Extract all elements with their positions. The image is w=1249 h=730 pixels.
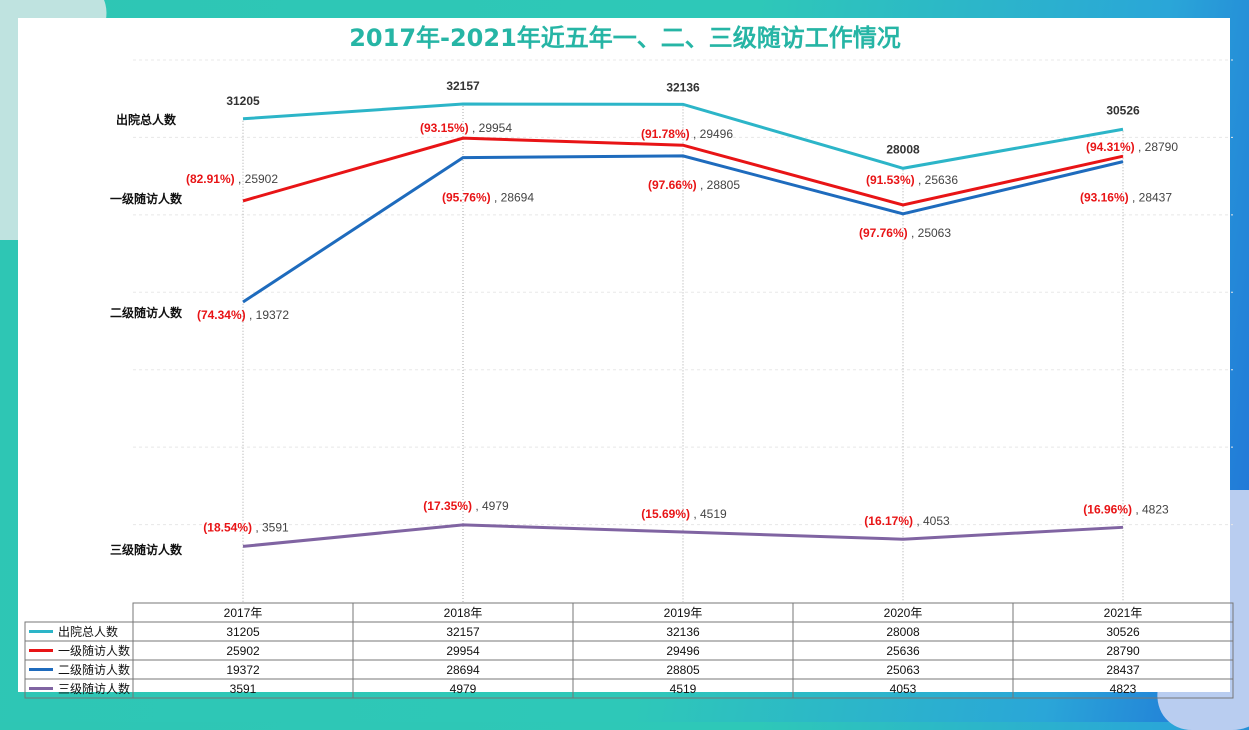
data-label: (93.16%) , 28437 [1080, 191, 1172, 205]
data-label: 32136 [666, 80, 700, 94]
percent-label: (16.17%) [864, 514, 913, 528]
table-cell: 28805 [666, 663, 700, 677]
value-label: , 3591 [252, 520, 289, 534]
table-header-cell: 2017年 [224, 606, 263, 620]
table-cell: 32157 [446, 625, 480, 639]
data-label: (91.78%) , 29496 [641, 127, 733, 141]
value-label: , 4823 [1132, 502, 1169, 516]
table-cell: 4053 [890, 682, 917, 696]
percent-label: (97.76%) [859, 226, 908, 240]
data-label: 28008 [886, 142, 920, 156]
table-cell: 28790 [1106, 644, 1140, 658]
data-label: 31205 [226, 94, 260, 108]
chart-title: 2017年-2021年近五年一、二、三级随访工作情况 [349, 24, 901, 52]
value-label: , 4519 [690, 507, 727, 521]
percent-label: (97.66%) [648, 178, 697, 192]
series-name-label: 一级随访人数 [110, 191, 183, 206]
table-cell: 28694 [446, 663, 480, 677]
legend-label: 二级随访人数 [58, 662, 130, 677]
legend-label: 三级随访人数 [58, 681, 130, 696]
data-label: (82.91%) , 25902 [186, 172, 278, 186]
table-cell: 4519 [670, 682, 697, 696]
table-header-cell: 2019年 [664, 606, 703, 620]
data-label: (95.76%) , 28694 [442, 191, 534, 205]
value-label: , 29496 [690, 127, 734, 141]
percent-label: (91.53%) [866, 173, 915, 187]
table-cell: 30526 [1106, 625, 1140, 639]
value-label: , 25636 [915, 173, 959, 187]
legend-label: 一级随访人数 [58, 643, 130, 658]
table-header-cell: 2021年 [1104, 606, 1143, 620]
percent-label: (91.78%) [641, 127, 690, 141]
table-cell: 29496 [666, 644, 700, 658]
value-label: , 25902 [235, 172, 279, 186]
table-cell: 29954 [446, 644, 480, 658]
series-line-3 [242, 154, 1124, 304]
table-header-cell: 2020年 [884, 606, 923, 620]
table-cell: 28437 [1106, 663, 1140, 677]
table-cell: 25902 [226, 644, 260, 658]
percent-label: (18.54%) [203, 520, 252, 534]
value-label: , 25063 [908, 226, 952, 240]
legend-label: 出院总人数 [58, 624, 118, 639]
series-line-1 [242, 102, 1124, 170]
series-line-4 [242, 523, 1124, 548]
value-label: , 4979 [472, 499, 509, 513]
percent-label: (16.96%) [1083, 502, 1132, 516]
value-label: , 28805 [697, 178, 741, 192]
data-label: (18.54%) , 3591 [203, 520, 289, 534]
value-label: , 19372 [246, 308, 290, 322]
value-label: , 28790 [1135, 140, 1179, 154]
series-line-2 [242, 136, 1124, 207]
percent-label: (17.35%) [423, 499, 472, 513]
data-label: 32157 [446, 79, 480, 93]
value-label: , 28694 [491, 191, 535, 205]
data-label: (17.35%) , 4979 [423, 499, 509, 513]
table-cell: 25636 [886, 644, 920, 658]
table-cell: 3591 [230, 682, 257, 696]
percent-label: (82.91%) [186, 172, 235, 186]
data-label: (16.17%) , 4053 [864, 514, 950, 528]
percent-label: (95.76%) [442, 191, 491, 205]
data-label: (16.96%) , 4823 [1083, 502, 1169, 516]
data-label: (74.34%) , 19372 [197, 308, 289, 322]
table-cell: 4979 [450, 682, 477, 696]
data-label: (97.76%) , 25063 [859, 226, 951, 240]
table-cell: 31205 [226, 625, 260, 639]
data-label: 30526 [1106, 103, 1140, 117]
value-label: , 29954 [469, 121, 513, 135]
data-label: (15.69%) , 4519 [641, 507, 727, 521]
table-cell: 28008 [886, 625, 920, 639]
table-cell: 25063 [886, 663, 920, 677]
percent-label: (94.31%) [1086, 140, 1135, 154]
series-name-label: 二级随访人数 [110, 305, 183, 320]
table-cell: 32136 [666, 625, 700, 639]
percent-label: (15.69%) [641, 507, 690, 521]
table-header-cell: 2018年 [444, 606, 483, 620]
percent-label: (74.34%) [197, 308, 246, 322]
chart-panel [18, 18, 1230, 692]
data-label: (94.31%) , 28790 [1086, 140, 1178, 154]
data-label: (91.53%) , 25636 [866, 173, 958, 187]
data-label: (97.66%) , 28805 [648, 178, 740, 192]
series-name-label: 三级随访人数 [110, 542, 183, 557]
series-name-label: 出院总人数 [116, 112, 177, 127]
value-label: , 4053 [913, 514, 950, 528]
value-label: , 28437 [1129, 191, 1173, 205]
table-cell: 19372 [226, 663, 260, 677]
percent-label: (93.16%) [1080, 191, 1129, 205]
table-cell: 4823 [1110, 682, 1137, 696]
data-label: (93.15%) , 29954 [420, 121, 512, 135]
percent-label: (93.15%) [420, 121, 469, 135]
